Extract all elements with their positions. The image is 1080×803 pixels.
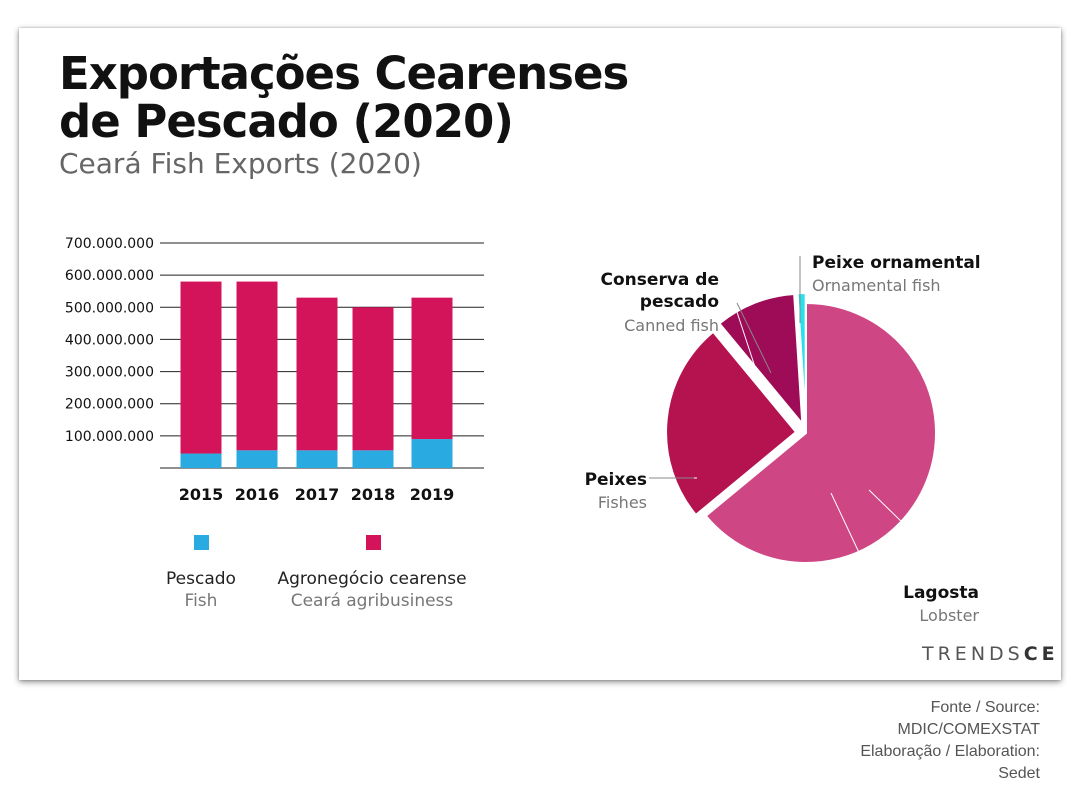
- y-tick-label: 200.000.000: [65, 397, 154, 413]
- bar-segment-agronegocio: [180, 281, 222, 454]
- bar-segment-pescado: [236, 450, 278, 468]
- source-line: Fonte / Source:: [930, 699, 1040, 716]
- leader-line: [868, 489, 980, 598]
- infographic-card: Exportações Cearenses de Pescado (2020) …: [19, 28, 1061, 680]
- legend-item-pescado: Pescado Fish: [139, 569, 263, 611]
- pie-label-pt-canned-fish: Conserva de pescado: [601, 270, 719, 312]
- leader-line-canned: [736, 302, 772, 374]
- bar-segment-agronegocio: [236, 281, 278, 451]
- source-line: Sedet: [998, 765, 1040, 782]
- legend-label-fish: Fish: [184, 591, 218, 611]
- leader-line: [734, 305, 758, 374]
- pie-label-en-ornamental-fish: Ornamental fish: [812, 276, 941, 295]
- legend-label-agronegocio: Agronegócio cearense: [277, 569, 467, 589]
- pie-label-en-canned-fish: Canned fish: [624, 316, 719, 335]
- legend-swatch-pescado: [194, 535, 209, 550]
- x-tick-label: 2015: [179, 485, 224, 504]
- source-line: Elaboração / Elaboration:: [860, 743, 1040, 760]
- legend-label-pescado: Pescado: [166, 569, 236, 589]
- bar-segment-pescado: [180, 453, 222, 468]
- x-tick-label: 2016: [235, 485, 280, 504]
- pie-label-en-lobster: Lobster: [919, 606, 979, 625]
- y-tick-label: 100.000.000: [65, 429, 154, 445]
- bar-segment-agronegocio: [411, 297, 453, 440]
- chart-title-line2: de Pescado (2020): [59, 95, 514, 148]
- pie-chart: Lagosta Lobster Peixes Fishes Conserva de pes…: [585, 253, 981, 625]
- bar-segment-pescado: [352, 450, 394, 468]
- legend-item-agronegocio: Agronegócio cearense Ceará agribusiness: [257, 569, 487, 611]
- pie-label-pt-ornamental-fish: Peixe ornamental: [812, 253, 981, 273]
- brand-logo-part2: CE: [1023, 643, 1059, 665]
- y-tick-label: 600.000.000: [65, 268, 154, 284]
- pie-slice-ornamental-fish: [796, 292, 807, 424]
- y-tick-label: 400.000.000: [65, 332, 154, 348]
- bar-segment-agronegocio: [352, 307, 394, 451]
- y-tick-label: 300.000.000: [65, 365, 154, 381]
- x-tick-label: 2019: [410, 485, 455, 504]
- brand-logo: TRENDSCE: [922, 643, 1059, 665]
- pie-slice-lobster: [704, 301, 937, 564]
- pie-label-pt-lobster: Lagosta: [903, 583, 979, 603]
- stacked-bar-chart: 100.000.000 200.000.000 300.000.000 400.000…: [65, 236, 484, 504]
- bar-segment-pescado: [296, 450, 338, 468]
- x-tick-label: 2018: [351, 485, 396, 504]
- x-tick-label: 2017: [295, 485, 340, 504]
- legend-label-agribusiness: Ceará agribusiness: [290, 591, 454, 611]
- bar-segment-agronegocio: [296, 297, 338, 451]
- pie-label-pt-fishes: Peixes: [585, 470, 647, 490]
- bar-segment-pescado: [411, 439, 453, 468]
- pie-slice-canned-fish: [718, 292, 804, 427]
- y-tick-label: 700.000.000: [65, 236, 154, 252]
- source-line: MDIC/COMEXSTAT: [897, 721, 1040, 738]
- pie-label-en-fishes: Fishes: [598, 493, 647, 512]
- chart-subtitle: Ceará Fish Exports (2020): [59, 147, 422, 180]
- brand-logo-part1: TRENDS: [922, 643, 1024, 665]
- y-tick-label: 500.000.000: [65, 300, 154, 316]
- source-note: Fonte / Source: MDIC/COMEXSTAT Elaboraçã…: [860, 697, 1040, 785]
- pie-slice-fishes: [665, 330, 798, 517]
- leader-line-lobster: [830, 492, 872, 579]
- chart-title: Exportações Cearenses de Pescado (2020): [59, 47, 629, 148]
- chart-title-line1: Exportações Cearenses: [59, 47, 629, 100]
- legend-swatch-agronegocio: [366, 535, 381, 550]
